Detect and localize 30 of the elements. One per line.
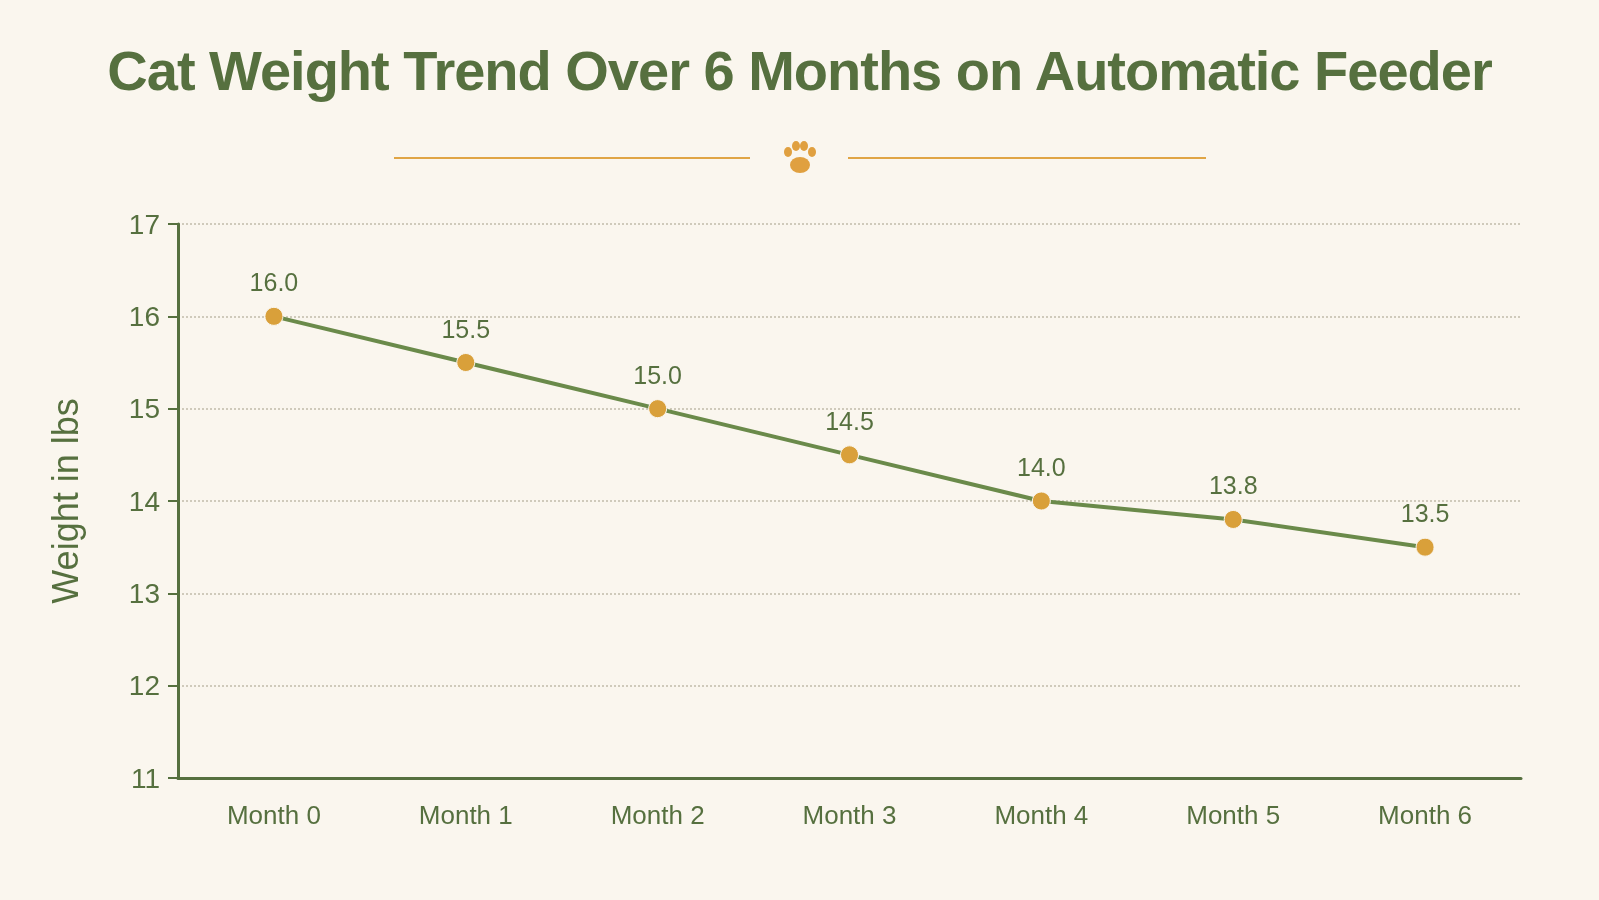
y-tick-label: 14 [128,485,160,517]
x-tick-label: Month 2 [610,800,705,830]
data-label: 16.0 [249,268,299,297]
data-label: 14.5 [825,406,874,435]
point [264,306,284,326]
y-tick-label: 13 [128,577,160,609]
x-tick-label: Month 0 [226,800,321,830]
point [456,353,476,372]
point [840,445,859,465]
point [1415,537,1435,557]
x-tick-label: Month 1 [418,800,513,830]
y-tick-label: 11 [130,762,160,794]
data-label: 13.8 [1208,471,1258,500]
y-tick-label: 17 [128,208,160,240]
x-tick-label: Month 4 [994,800,1089,830]
y-tick-label: 12 [128,670,160,702]
y-tick-label: 15 [128,393,160,425]
x-tick-label: Month 5 [1186,800,1281,830]
x-tick-label: Month 6 [1378,800,1473,830]
y-tick-label: 16 [128,300,160,332]
data-label: 15.5 [441,314,491,343]
y-axis-title: Weight in lbs [44,398,86,604]
data-label: 15.0 [633,360,682,389]
data-label: 14.0 [1017,453,1066,481]
x-tick-label: Month 3 [802,800,897,830]
data-label: 13.5 [1400,499,1450,528]
point [648,399,668,419]
point [1031,491,1051,511]
point [1223,509,1243,529]
chart-title: Cat Weight Trend Over 6 Months on Automatic Feeder [106,38,1493,103]
